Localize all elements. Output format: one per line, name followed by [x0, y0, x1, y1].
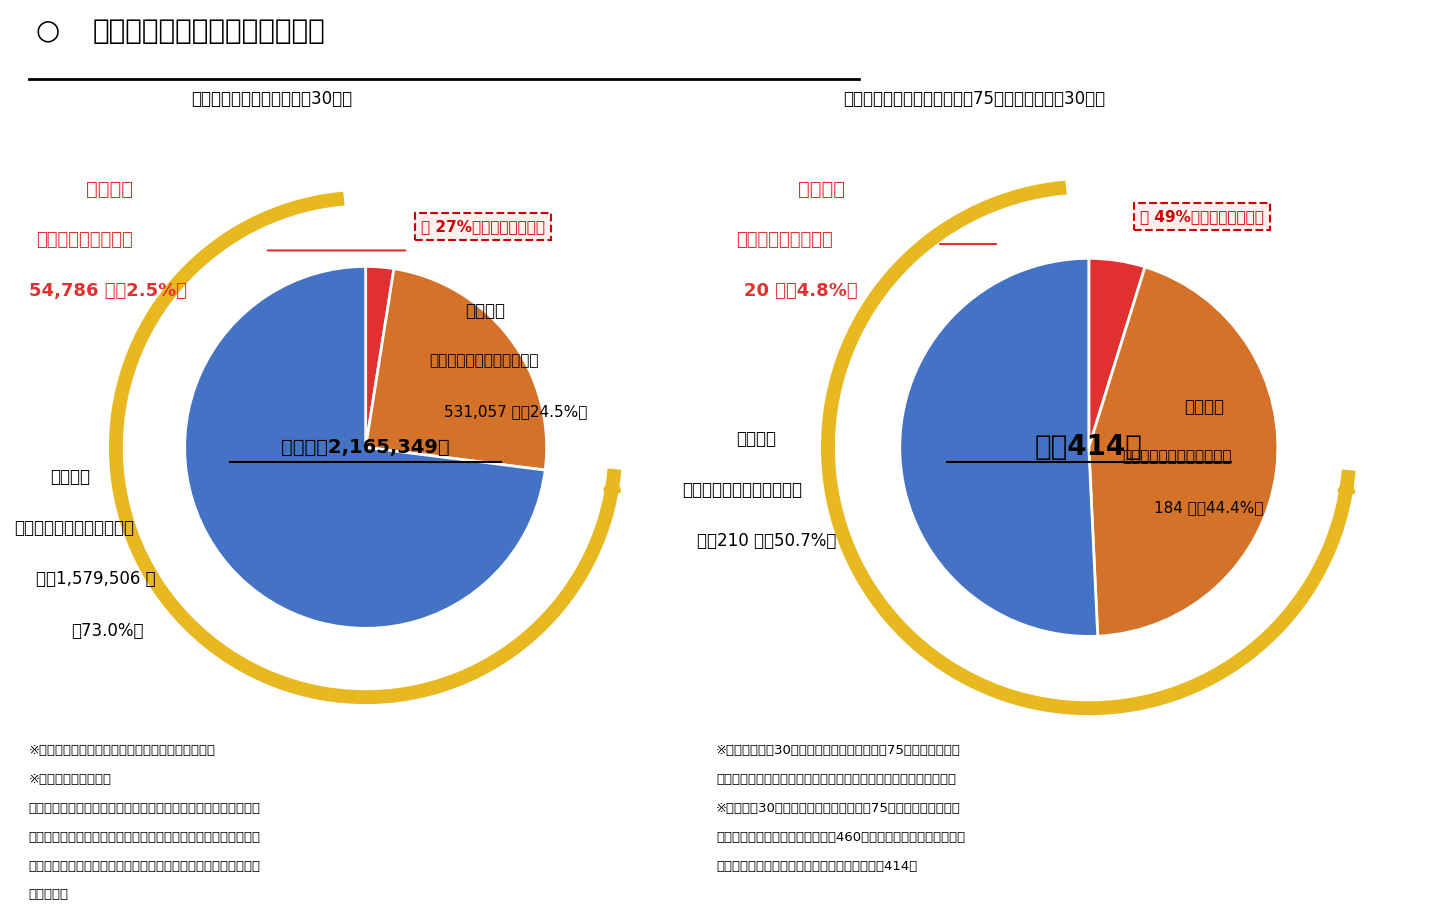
Text: 知機能検査を受検していた者はその内の414人: 知機能検査を受検していた者はその内の414人 — [716, 859, 918, 873]
Text: ○: ○ — [36, 16, 60, 45]
Text: ※２　平成30年中に死亡事故を起こした75歳以上の高齢運転者: ※２ 平成30年中に死亡事故を起こした75歳以上の高齢運転者 — [716, 802, 961, 814]
Text: 531,057 人（24.5%）: 531,057 人（24.5%） — [444, 404, 587, 419]
Text: （認知症のおそれ）: （認知症のおそれ） — [736, 231, 833, 250]
Wedge shape — [365, 269, 547, 470]
Wedge shape — [185, 266, 546, 628]
Text: 約 27%が第１・第２分類: 約 27%が第１・第２分類 — [421, 219, 546, 234]
Text: 認知機能検査受検者【平成30年】: 認知機能検査受検者【平成30年】 — [192, 90, 352, 108]
Text: が第１分類が２回、第２分類が１回となった場合には、受: が第１分類が２回、第２分類が１回となった場合には、受 — [29, 831, 261, 844]
Text: （原付以上第一当事者）は460人であるが、当該事故前に認: （原付以上第一当事者）は460人であるが、当該事故前に認 — [716, 831, 965, 844]
Text: 認知機能検査の結果による内訳: 認知機能検査の結果による内訳 — [93, 16, 326, 45]
Text: 第１分類: 第１分類 — [798, 180, 845, 199]
Text: 転者（原付以上第一当事者）の認知機能検査の結果を示す。: 転者（原付以上第一当事者）の認知機能検査の結果を示す。 — [716, 773, 957, 786]
Text: （認知機能低下のおそれな: （認知機能低下のおそれな — [14, 519, 135, 537]
Text: ※１　認知機能検査は更新時・臨時の両方を含む。: ※１ 認知機能検査は更新時・臨時の両方を含む。 — [29, 744, 216, 757]
Text: 184 人（44.4%）: 184 人（44.4%） — [1154, 500, 1263, 515]
Text: （認知機能低下のおそれ）: （認知機能低下のおそれ） — [430, 353, 538, 367]
Wedge shape — [1088, 267, 1277, 636]
Text: （認知症のおそれ）: （認知症のおそれ） — [36, 231, 133, 250]
Text: （例）同一人物が認知機能検査を３回受検し、それぞれの判定: （例）同一人物が認知機能検査を３回受検し、それぞれの判定 — [29, 802, 261, 814]
Wedge shape — [1088, 259, 1146, 447]
Text: 第３分類: 第３分類 — [50, 468, 90, 486]
Text: 受検者数2,165,349人: 受検者数2,165,349人 — [281, 438, 450, 457]
Text: 死亡事故を起こした運転者（75歳以上）【平成30年】: 死亡事故を起こした運転者（75歳以上）【平成30年】 — [842, 90, 1106, 108]
Text: ※１　図は平成30年中に死亡事故を起こした75歳以上の高齢運: ※１ 図は平成30年中に死亡事故を起こした75歳以上の高齢運 — [716, 744, 961, 757]
Text: ※２　人数は延べ人数: ※２ 人数は延べ人数 — [29, 773, 112, 786]
Wedge shape — [365, 266, 394, 447]
Text: 第３分類: 第３分類 — [736, 430, 776, 448]
Wedge shape — [899, 259, 1098, 636]
Text: ント: ント — [29, 888, 69, 901]
Text: 54,786 人（2.5%）: 54,786 人（2.5%） — [29, 282, 186, 301]
Text: 第２分類: 第２分類 — [465, 302, 505, 320]
Text: 検者数は３人（第１分類：２人、第２分類：１人）とカウ: 検者数は３人（第１分類：２人、第２分類：１人）とカウ — [29, 859, 261, 873]
Text: 第２分類: 第２分類 — [1184, 398, 1224, 416]
Text: 20 人（4.8%）: 20 人（4.8%） — [743, 282, 858, 301]
Text: 合計414人: 合計414人 — [1035, 433, 1143, 462]
Text: （73.0%）: （73.0%） — [72, 622, 145, 640]
Text: し）210 人（50.7%）: し）210 人（50.7%） — [697, 532, 836, 550]
Text: 約 49%が第１・第２分類: 約 49%が第１・第２分類 — [1140, 209, 1264, 224]
Text: 第１分類: 第１分類 — [86, 180, 133, 199]
Text: し）1,579,506 人: し）1,579,506 人 — [36, 570, 156, 589]
Text: （認知機能低下のおそれな: （認知機能低下のおそれな — [682, 481, 802, 499]
Text: （認知機能低下のおそれ）: （認知機能低下のおそれ） — [1123, 449, 1232, 463]
